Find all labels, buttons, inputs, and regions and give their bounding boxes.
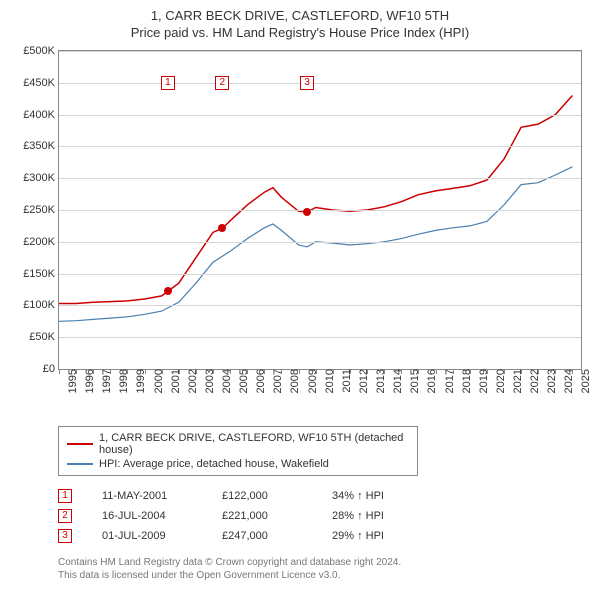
- sale-marker: 3: [58, 529, 72, 543]
- y-tick-label: £450K: [23, 77, 59, 89]
- sale-price: £221,000: [222, 510, 302, 522]
- chart-subtitle: Price paid vs. HM Land Registry's House …: [10, 25, 590, 40]
- x-tick-mark: [281, 369, 282, 374]
- x-tick-mark: [59, 369, 60, 374]
- x-tick-mark: [401, 369, 402, 374]
- plot-area: £0£50K£100K£150K£200K£250K£300K£350K£400…: [58, 50, 582, 370]
- gridline: [59, 210, 581, 211]
- footer-line2: This data is licensed under the Open Gov…: [58, 569, 590, 582]
- y-tick-label: £200K: [23, 236, 59, 248]
- sale-row: 1 11-MAY-2001 £122,000 34% ↑ HPI: [58, 486, 590, 506]
- y-tick-label: £500K: [23, 45, 59, 57]
- sale-row: 3 01-JUL-2009 £247,000 29% ↑ HPI: [58, 526, 590, 546]
- sale-point: [164, 287, 172, 295]
- x-tick-mark: [453, 369, 454, 374]
- sale-delta: 28% ↑ HPI: [332, 510, 422, 522]
- sale-marker: 1: [58, 489, 72, 503]
- x-tick-mark: [299, 369, 300, 374]
- gridline: [59, 146, 581, 147]
- x-tick-mark: [145, 369, 146, 374]
- legend-row: 1, CARR BECK DRIVE, CASTLEFORD, WF10 5TH…: [67, 431, 409, 457]
- x-tick-mark: [367, 369, 368, 374]
- x-tick-mark: [538, 369, 539, 374]
- x-tick-mark: [110, 369, 111, 374]
- x-tick-mark: [470, 369, 471, 374]
- sale-price: £247,000: [222, 530, 302, 542]
- sale-date: 11-MAY-2001: [102, 490, 192, 502]
- sales-table: 1 11-MAY-2001 £122,000 34% ↑ HPI 2 16-JUL-200…: [58, 486, 590, 546]
- gridline: [59, 51, 581, 52]
- gridline: [59, 337, 581, 338]
- legend-label: 1, CARR BECK DRIVE, CASTLEFORD, WF10 5TH…: [99, 432, 409, 456]
- x-tick-mark: [333, 369, 334, 374]
- y-tick-label: £350K: [23, 140, 59, 152]
- gridline: [59, 178, 581, 179]
- x-tick-mark: [350, 369, 351, 374]
- y-tick-label: £150K: [23, 268, 59, 280]
- x-tick-mark: [196, 369, 197, 374]
- chart-marker: 3: [300, 76, 314, 90]
- x-tick-mark: [247, 369, 248, 374]
- chart-title: 1, CARR BECK DRIVE, CASTLEFORD, WF10 5TH: [10, 8, 590, 23]
- x-tick-mark: [555, 369, 556, 374]
- x-tick-mark: [436, 369, 437, 374]
- sale-date: 01-JUL-2009: [102, 530, 192, 542]
- x-tick-mark: [504, 369, 505, 374]
- chart-area: £0 £50K £100K £150K £200K £250K £300K £350K £400…: [10, 50, 590, 420]
- y-tick-label: £100K: [23, 299, 59, 311]
- sale-price: £122,000: [222, 490, 302, 502]
- sale-point: [218, 224, 226, 232]
- x-tick-mark: [127, 369, 128, 374]
- legend-swatch: [67, 443, 93, 445]
- sale-row: 2 16-JUL-2004 £221,000 28% ↑ HPI: [58, 506, 590, 526]
- footer-line1: Contains HM Land Registry data © Crown c…: [58, 556, 590, 569]
- sale-delta: 29% ↑ HPI: [332, 530, 422, 542]
- x-tick-mark: [93, 369, 94, 374]
- x-tick-mark: [521, 369, 522, 374]
- gridline: [59, 242, 581, 243]
- x-tick-mark: [384, 369, 385, 374]
- x-tick-mark: [418, 369, 419, 374]
- y-tick-label: £300K: [23, 172, 59, 184]
- y-tick-label: £50K: [29, 331, 59, 343]
- x-tick-mark: [76, 369, 77, 374]
- chart-marker: 1: [161, 76, 175, 90]
- legend-swatch: [67, 463, 93, 465]
- sale-date: 16-JUL-2004: [102, 510, 192, 522]
- legend: 1, CARR BECK DRIVE, CASTLEFORD, WF10 5TH…: [58, 426, 418, 476]
- gridline: [59, 274, 581, 275]
- chart-marker: 2: [215, 76, 229, 90]
- x-tick-mark: [213, 369, 214, 374]
- x-tick-label: 2025: [576, 369, 592, 393]
- x-tick-mark: [572, 369, 573, 374]
- gridline: [59, 115, 581, 116]
- x-tick-mark: [487, 369, 488, 374]
- legend-row: HPI: Average price, detached house, Wake…: [67, 457, 409, 471]
- x-tick-mark: [179, 369, 180, 374]
- series-line-hpi: [59, 167, 572, 321]
- x-tick-mark: [316, 369, 317, 374]
- y-tick-label: £0: [43, 363, 59, 375]
- x-tick-mark: [264, 369, 265, 374]
- x-tick-mark: [162, 369, 163, 374]
- y-tick-label: £250K: [23, 204, 59, 216]
- gridline: [59, 83, 581, 84]
- gridline: [59, 305, 581, 306]
- legend-label: HPI: Average price, detached house, Wake…: [99, 458, 329, 470]
- chart-container: 1, CARR BECK DRIVE, CASTLEFORD, WF10 5TH…: [0, 0, 600, 592]
- sale-marker: 2: [58, 509, 72, 523]
- x-tick-mark: [230, 369, 231, 374]
- footer: Contains HM Land Registry data © Crown c…: [58, 556, 590, 582]
- y-tick-label: £400K: [23, 109, 59, 121]
- sale-delta: 34% ↑ HPI: [332, 490, 422, 502]
- series-line-subject: [59, 96, 572, 304]
- sale-point: [303, 208, 311, 216]
